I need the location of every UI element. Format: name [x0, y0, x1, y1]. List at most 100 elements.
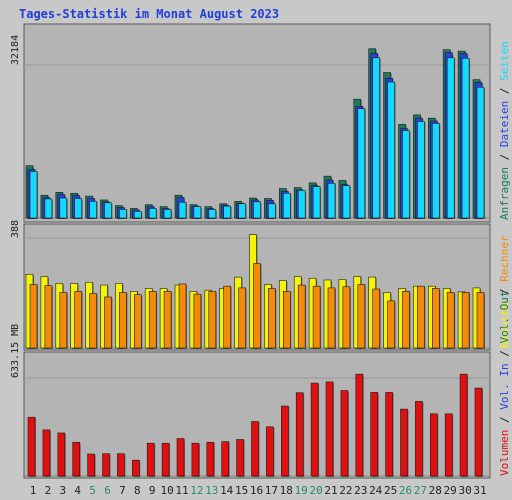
bar-seiten-17 — [268, 203, 276, 219]
bar-rechner-6 — [104, 296, 112, 349]
legend-top-part-2: Dateien — [498, 101, 511, 147]
bar-seiten-18 — [282, 192, 291, 219]
bar-rechner-19 — [297, 284, 306, 349]
max-label-top: 32184 — [10, 35, 21, 65]
bar-rechner-25 — [387, 300, 395, 349]
x-tick-label-10: 10 — [160, 484, 173, 497]
bar-rechner-31 — [476, 292, 485, 349]
bar-rechner-15 — [238, 287, 246, 349]
bar-seiten-30 — [461, 57, 470, 219]
x-tick-label-6: 6 — [104, 484, 111, 497]
chart-title: Tages-Statistik im Monat August 2023 — [19, 7, 280, 21]
x-tick-label-28: 28 — [429, 484, 442, 497]
x-tick-label-25: 25 — [384, 484, 397, 497]
bar-seiten-10 — [163, 209, 172, 219]
legend-bottom: Volumen / Vol. In / Vol. Out — [498, 291, 511, 476]
bar-rechner-4 — [74, 290, 82, 349]
bar-seiten-12 — [193, 206, 202, 219]
bar-seiten-22 — [342, 185, 351, 219]
bar-rechner-10 — [163, 290, 172, 349]
bar-seiten-11 — [178, 202, 187, 219]
legend-top-part-4: Seiten — [498, 41, 511, 81]
bar-volumen-27 — [415, 401, 423, 477]
x-tick-label-19: 19 — [295, 484, 308, 497]
bar-seiten-5 — [89, 201, 97, 219]
x-tick-label-22: 22 — [339, 484, 352, 497]
bar-rechner-27 — [417, 285, 425, 349]
legend-middle-part-2: Rechner — [498, 235, 511, 282]
bar-seiten-1 — [29, 171, 38, 219]
bar-rechner-29 — [446, 292, 455, 349]
bar-rechner-16 — [253, 263, 261, 349]
panel-top — [23, 23, 491, 223]
bar-volumen-1 — [27, 416, 36, 477]
bar-volumen-11 — [176, 438, 185, 477]
x-tick-label-2: 2 — [45, 484, 52, 497]
bar-rechner-22 — [342, 286, 351, 349]
x-tick-label-4: 4 — [74, 484, 81, 497]
bar-volumen-13 — [206, 441, 215, 477]
bar-rechner-3 — [59, 292, 68, 349]
bar-seiten-13 — [208, 209, 217, 219]
x-tick-label-8: 8 — [134, 484, 141, 497]
legend-bottom-part-4: Vol. Out — [498, 291, 511, 344]
bar-rechner-11 — [178, 283, 187, 349]
bar-volumen-2 — [42, 429, 51, 477]
x-tick-label-23: 23 — [354, 484, 367, 497]
legend-middle-part-1: / — [498, 282, 511, 302]
x-tick-label-14: 14 — [220, 484, 234, 497]
bar-rechner-1 — [29, 284, 38, 349]
x-tick-label-26: 26 — [399, 484, 412, 497]
x-tick-label-20: 20 — [309, 484, 322, 497]
bar-seiten-6 — [104, 202, 112, 219]
legend-bottom-part-3: / — [498, 344, 511, 364]
bar-volumen-14 — [221, 441, 229, 477]
x-tick-label-16: 16 — [250, 484, 263, 497]
bar-volumen-23 — [355, 373, 364, 477]
x-tick-label-15: 15 — [235, 484, 248, 497]
bar-volumen-17 — [266, 426, 274, 477]
bar-rechner-14 — [223, 285, 231, 349]
x-tick-label-24: 24 — [369, 484, 383, 497]
max-label-bottom: 633.15 MB — [10, 324, 21, 378]
bar-volumen-29 — [444, 413, 453, 477]
x-tick-label-7: 7 — [119, 484, 126, 497]
bar-rechner-7 — [119, 292, 127, 349]
bar-volumen-31 — [474, 387, 483, 477]
x-tick-label-31: 31 — [473, 484, 486, 497]
bar-volumen-20 — [310, 382, 319, 477]
bar-rechner-13 — [208, 290, 217, 349]
legend-middle: Besuche / Rechner — [498, 235, 511, 348]
bar-volumen-24 — [370, 392, 379, 477]
bar-layer — [25, 48, 485, 477]
x-tick-label-11: 11 — [175, 484, 188, 497]
bar-seiten-4 — [74, 198, 82, 219]
bar-seiten-25 — [387, 81, 395, 219]
bar-rechner-5 — [89, 293, 97, 349]
bar-volumen-18 — [280, 405, 289, 477]
bar-volumen-25 — [385, 392, 393, 477]
bar-volumen-5 — [87, 453, 95, 477]
x-tick-label-5: 5 — [89, 484, 96, 497]
legend-top-part-0: Anfragen — [498, 167, 511, 220]
bar-rechner-12 — [193, 293, 202, 349]
bar-rechner-17 — [268, 288, 276, 349]
bar-seiten-8 — [134, 211, 142, 219]
legend-bottom-part-2: Vol. In — [498, 363, 511, 409]
x-tick-label-13: 13 — [205, 484, 218, 497]
bar-rechner-18 — [282, 290, 291, 349]
bar-seiten-20 — [312, 186, 321, 219]
bar-seiten-16 — [253, 201, 261, 219]
bar-seiten-31 — [476, 86, 485, 219]
bar-volumen-6 — [102, 453, 110, 477]
bar-volumen-7 — [117, 453, 125, 477]
x-tick-label-18: 18 — [280, 484, 293, 497]
bar-seiten-21 — [327, 182, 336, 219]
x-tick-label-12: 12 — [190, 484, 203, 497]
bar-rechner-9 — [148, 290, 157, 349]
x-tick-label-21: 21 — [324, 484, 337, 497]
x-tick-label-17: 17 — [265, 484, 278, 497]
bar-volumen-26 — [400, 408, 408, 477]
